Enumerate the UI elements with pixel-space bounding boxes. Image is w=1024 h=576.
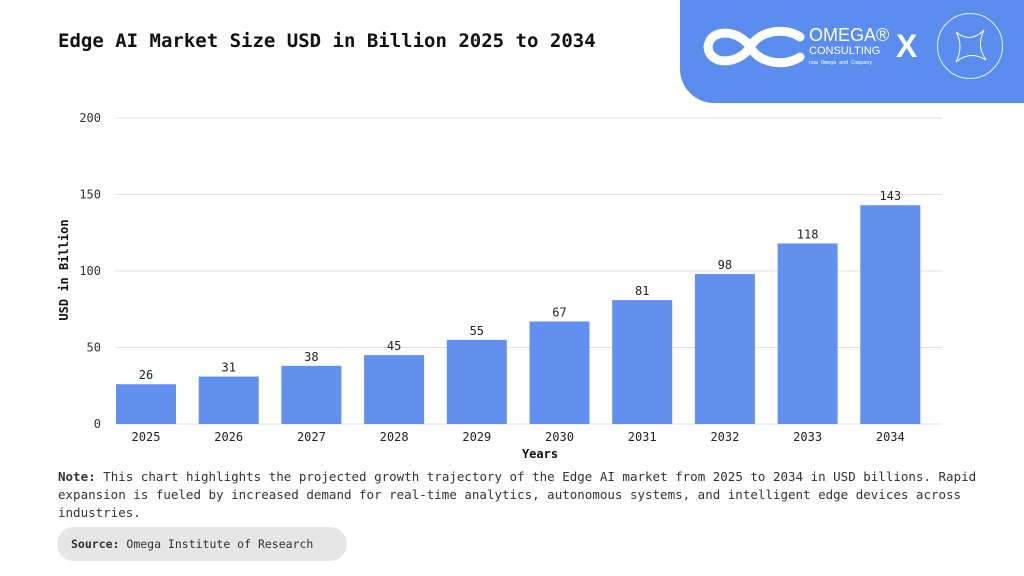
bar bbox=[612, 300, 673, 424]
bar-value-label: 55 bbox=[470, 324, 484, 338]
bar-value-label: 81 bbox=[635, 284, 649, 298]
bar bbox=[529, 321, 590, 424]
bar bbox=[281, 365, 342, 424]
brand-separator: X bbox=[896, 28, 918, 64]
x-tick-label: 2027 bbox=[297, 430, 326, 444]
bar bbox=[116, 384, 176, 424]
x-tick-label: 2034 bbox=[876, 430, 905, 444]
bar-value-label: 26 bbox=[139, 368, 153, 382]
source-label: Source: bbox=[71, 537, 120, 551]
bar-value-label: 98 bbox=[718, 258, 732, 272]
bar-value-label: 118 bbox=[797, 227, 819, 241]
note-label: Note: bbox=[58, 469, 96, 484]
bar-value-label: 67 bbox=[552, 305, 566, 319]
note-text: This chart highlights the projected grow… bbox=[58, 469, 977, 520]
bar-chart: 0 50 100 150 200 26 2025 31 2026 38 2027 45 2028 55 20… bbox=[57, 111, 942, 461]
bar bbox=[446, 339, 507, 424]
x-tick-label: 2033 bbox=[793, 430, 822, 444]
brand-subtitle: CONSULTING bbox=[809, 45, 881, 57]
y-tick-label: 150 bbox=[79, 188, 101, 202]
brand-name: OMEGA® bbox=[809, 25, 890, 45]
partner-logo-icon bbox=[937, 13, 1003, 79]
bar bbox=[694, 274, 755, 424]
chart-title: Edge AI Market Size USD in Billion 2025 … bbox=[58, 30, 596, 52]
x-tick-label: 2030 bbox=[545, 430, 574, 444]
y-axis-label: USD in Billion bbox=[57, 219, 71, 320]
brand-banner: OMEGA® CONSULTING now Omega and Company … bbox=[680, 0, 1024, 103]
x-tick-label: 2025 bbox=[132, 430, 161, 444]
bar bbox=[364, 355, 425, 424]
bar-value-label: 143 bbox=[879, 189, 901, 203]
y-tick-label: 200 bbox=[79, 111, 101, 125]
x-tick-label: 2031 bbox=[628, 430, 657, 444]
source-badge: Source: Omega Institute of Research bbox=[57, 527, 347, 561]
bar bbox=[860, 205, 921, 424]
bar-value-label: 38 bbox=[304, 350, 318, 364]
x-tick-label: 2032 bbox=[710, 430, 739, 444]
y-tick-label: 0 bbox=[94, 417, 101, 431]
bar-value-label: 31 bbox=[221, 361, 235, 375]
bar bbox=[777, 243, 838, 424]
y-tick-label: 50 bbox=[87, 341, 101, 355]
x-tick-label: 2026 bbox=[214, 430, 243, 444]
chart-note: Note: This chart highlights the projecte… bbox=[58, 468, 978, 522]
bar-value-label: 45 bbox=[387, 339, 401, 353]
omega-infinity-logo-icon bbox=[703, 26, 805, 68]
source-text: Omega Institute of Research bbox=[119, 537, 314, 551]
y-tick-label: 100 bbox=[79, 264, 101, 278]
bar bbox=[198, 376, 259, 424]
x-tick-label: 2029 bbox=[462, 430, 491, 444]
x-tick-label: 2028 bbox=[380, 430, 409, 444]
brand-tagline: now Omega and Company bbox=[809, 60, 873, 66]
x-axis-label: Years bbox=[522, 447, 558, 461]
